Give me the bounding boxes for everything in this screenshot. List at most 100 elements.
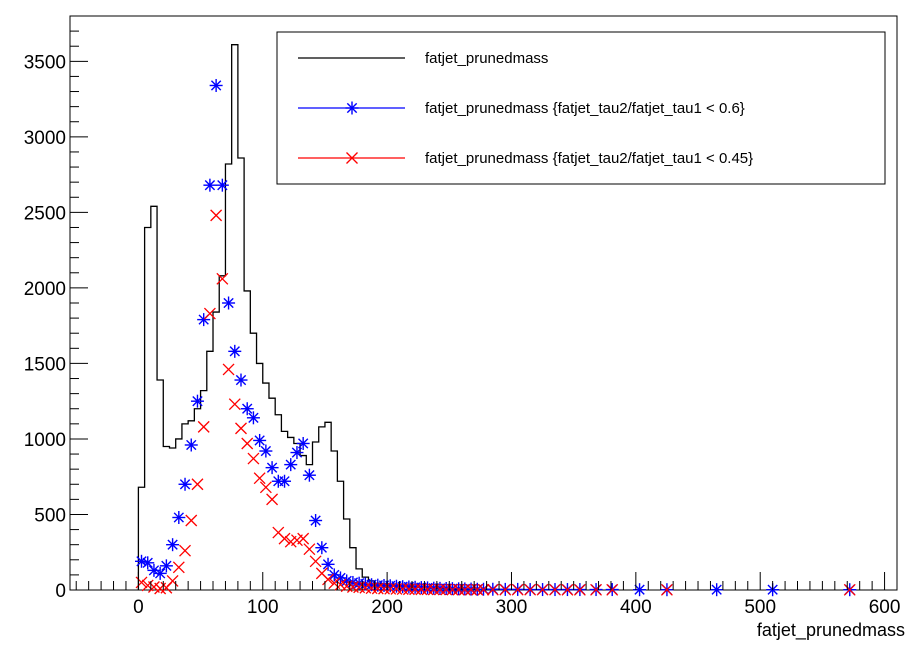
marker-cross-red	[446, 583, 459, 596]
marker-cross-red	[415, 583, 428, 596]
marker-cross-red	[166, 574, 179, 587]
x-axis-title: fatjet_prunedmass	[757, 620, 905, 641]
marker-star-blue	[159, 559, 173, 573]
marker-star-blue	[278, 474, 292, 488]
marker-cross-red	[247, 452, 260, 465]
marker-cross-red	[402, 583, 415, 596]
marker-star-blue	[209, 78, 223, 92]
marker-star-blue	[190, 394, 204, 408]
marker-cross-red	[536, 583, 549, 596]
marker-star-blue	[290, 446, 304, 460]
marker-cross-red	[524, 583, 537, 596]
marker-cross-red	[421, 583, 434, 596]
y-tick-label: 1000	[24, 430, 66, 451]
marker-star-blue	[234, 373, 248, 387]
marker-star-blue	[302, 468, 316, 482]
marker-cross-red	[378, 582, 390, 595]
legend-marker-star	[345, 101, 359, 115]
legend-entry-label: fatjet_prunedmass {fatjet_tau2/fatjet_ta…	[425, 150, 753, 167]
y-tick-label: 500	[34, 505, 66, 526]
marker-cross-red	[458, 583, 471, 596]
marker-cross-red	[322, 573, 335, 586]
marker-star-blue	[710, 583, 724, 597]
marker-star-blue	[172, 510, 186, 524]
marker-cross-red	[309, 555, 322, 568]
marker-cross-red	[409, 583, 422, 596]
marker-cross-red	[477, 583, 490, 596]
marker-cross-red	[561, 583, 574, 596]
marker-cross-red	[486, 583, 499, 596]
marker-star-blue	[259, 444, 273, 458]
marker-cross-red	[465, 583, 478, 596]
marker-cross-red	[203, 307, 216, 320]
marker-star-blue	[240, 402, 254, 416]
marker-cross-red	[384, 582, 397, 595]
x-tick-label: 300	[496, 597, 528, 618]
marker-star-blue	[633, 583, 647, 597]
marker-star-blue	[215, 178, 229, 192]
marker-cross-red	[440, 583, 453, 596]
marker-star-blue	[296, 436, 310, 450]
marker-star-blue	[228, 344, 242, 358]
x-tick-label: 0	[133, 597, 144, 618]
marker-cross-red	[216, 272, 229, 285]
marker-cross-red	[228, 398, 241, 411]
y-tick-label: 3000	[24, 128, 66, 149]
marker-star-blue	[284, 458, 298, 472]
marker-cross-red	[197, 420, 210, 433]
marker-cross-red	[210, 209, 223, 222]
marker-cross-red	[253, 472, 266, 485]
marker-cross-red	[573, 583, 586, 596]
marker-cross-red	[452, 583, 465, 596]
y-tick-label: 1500	[24, 354, 66, 375]
marker-star-blue	[246, 411, 260, 425]
marker-cross-red	[172, 561, 185, 574]
marker-cross-red	[297, 532, 310, 545]
marker-star-blue	[309, 514, 323, 528]
marker-cross-red	[427, 583, 440, 596]
marker-cross-red	[843, 583, 856, 596]
marker-star-blue	[222, 296, 236, 310]
marker-cross-red	[606, 583, 619, 596]
marker-star-blue	[253, 433, 267, 447]
legend-entry-label: fatjet_prunedmass {fatjet_tau2/fatjet_ta…	[425, 100, 745, 117]
marker-cross-red	[499, 583, 512, 596]
marker-star-blue	[315, 541, 329, 555]
marker-cross-red	[396, 583, 409, 596]
marker-cross-red	[278, 532, 291, 545]
legend-marker-cross	[346, 152, 358, 164]
marker-cross-red	[241, 437, 254, 450]
marker-cross-red	[471, 583, 484, 596]
marker-star-blue	[153, 566, 167, 580]
marker-cross-red	[390, 582, 403, 595]
marker-cross-red	[371, 582, 384, 595]
marker-star-blue	[178, 477, 192, 491]
x-tick-label: 500	[744, 597, 776, 618]
y-tick-label: 3500	[24, 52, 66, 73]
marker-cross-red	[660, 583, 673, 596]
marker-star-blue	[321, 557, 335, 571]
legend-entry-label: fatjet_prunedmass	[425, 50, 548, 67]
x-tick-label: 200	[371, 597, 403, 618]
marker-cross-red	[179, 544, 191, 557]
marker-star-blue	[184, 438, 198, 452]
marker-cross-red	[434, 583, 446, 596]
marker-cross-red	[135, 576, 148, 589]
x-tick-label: 400	[620, 597, 652, 618]
x-tick-label: 100	[247, 597, 279, 618]
marker-star-blue	[203, 178, 217, 192]
marker-star-blue	[265, 461, 279, 475]
marker-star-blue	[166, 538, 180, 552]
marker-cross-red	[549, 583, 561, 596]
marker-cross-red	[222, 363, 235, 376]
y-tick-label: 2000	[24, 279, 66, 300]
marker-cross-red	[511, 583, 524, 596]
marker-cross-red	[185, 514, 198, 527]
marker-cross-red	[303, 543, 316, 556]
marker-cross-red	[590, 583, 603, 596]
marker-star-blue	[141, 556, 155, 570]
y-tick-label: 0	[55, 581, 66, 602]
x-tick-label: 600	[869, 597, 901, 618]
y-tick-label: 2500	[24, 203, 66, 224]
